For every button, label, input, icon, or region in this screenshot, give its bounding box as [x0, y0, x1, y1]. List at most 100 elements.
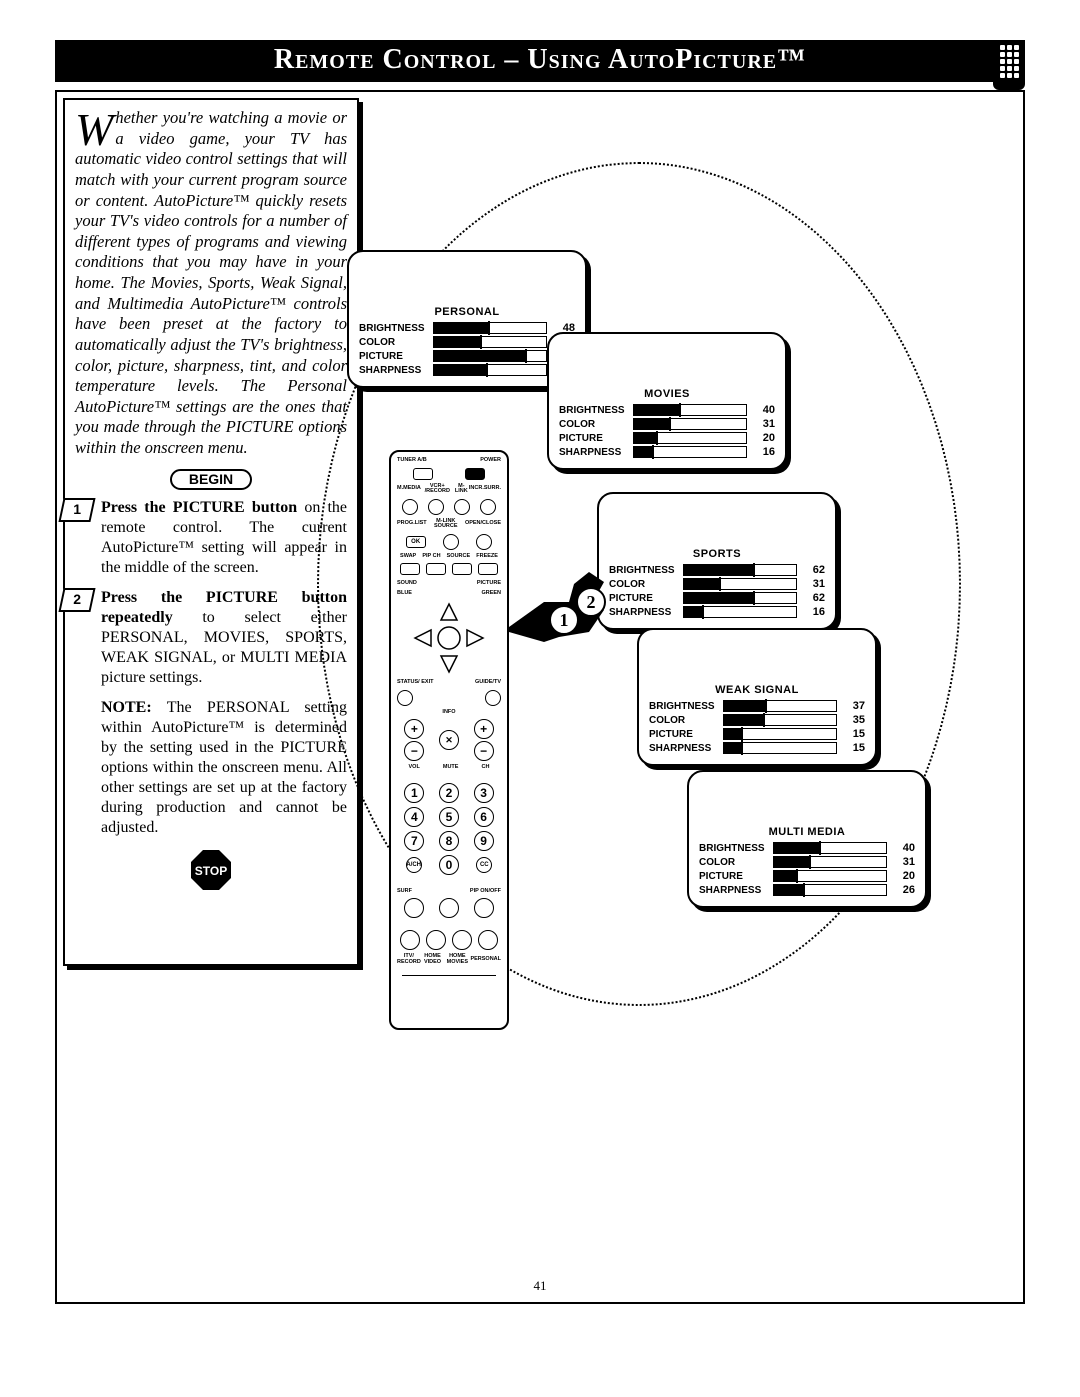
ch-down[interactable]: −: [474, 741, 494, 761]
setting-value: 37: [841, 700, 865, 712]
svg-text:2: 2: [587, 592, 596, 612]
setting-label: COLOR: [559, 419, 629, 430]
setting-value: 62: [801, 564, 825, 576]
setting-row: SHARPNESS46: [359, 364, 575, 376]
panel-multi-media: MULTI MEDIA BRIGHTNESS 40 COLOR31 PICTURE20 S…: [687, 770, 927, 908]
ch-up[interactable]: +: [474, 719, 494, 739]
setting-value: 15: [841, 728, 865, 740]
vol-down[interactable]: −: [404, 741, 424, 761]
setting-bar: [433, 322, 547, 334]
step-1: 1 Press the PICTURE button on the remote…: [75, 498, 347, 578]
stop-icon: STOP: [189, 848, 233, 892]
setting-bar: [683, 606, 797, 618]
setting-label: COLOR: [649, 715, 719, 726]
num-0[interactable]: 0: [439, 855, 459, 875]
setting-row: PICTURE62: [609, 592, 825, 604]
setting-row: COLOR31: [699, 856, 915, 868]
remote-icon: [993, 40, 1025, 90]
page-title: Remote Control – Using AutoPicture™: [55, 40, 1025, 82]
setting-value: 31: [801, 578, 825, 590]
setting-label: SHARPNESS: [359, 365, 429, 376]
num-1[interactable]: 1: [404, 783, 424, 803]
instruction-box: Whether you're watching a movie or a vid…: [63, 98, 359, 966]
note-text: The PERSONAL setting within AutoPicture™…: [101, 699, 347, 836]
setting-row: PICTURE 15: [649, 728, 865, 740]
num-2[interactable]: 2: [439, 783, 459, 803]
setting-label: SHARPNESS: [699, 885, 769, 896]
remote-control: TUNER A/BPOWER M.MEDIA VCR+ /RECORD M-LI…: [389, 450, 509, 1030]
svg-text:STOP: STOP: [195, 864, 227, 878]
num-5[interactable]: 5: [439, 807, 459, 827]
num-3[interactable]: 3: [474, 783, 494, 803]
setting-bar: [633, 446, 747, 458]
setting-bar: [633, 404, 747, 416]
setting-row: PICTURE20: [559, 432, 775, 444]
num-9[interactable]: 9: [474, 831, 494, 851]
setting-label: BRIGHTNESS: [699, 843, 769, 854]
setting-row: BRIGHTNESS48: [359, 322, 575, 334]
setting-value: 20: [751, 432, 775, 444]
step-2-num: 2: [58, 588, 95, 612]
setting-row: BRIGHTNESS37: [649, 700, 865, 712]
num-6[interactable]: 6: [474, 807, 494, 827]
page-number: 41: [57, 1278, 1023, 1294]
setting-value: 40: [891, 842, 915, 854]
ok-button[interactable]: OK: [406, 536, 426, 548]
panel-movies: MOVIESBRIGHTNESS40COLOR31PICTURE20SHARPN…: [547, 332, 787, 470]
setting-value: 16: [751, 446, 775, 458]
dpad[interactable]: [413, 602, 485, 674]
hand-icon: 1 2: [509, 572, 629, 652]
step-1-bold: Press the PICTURE button: [101, 499, 297, 516]
begin-label: BEGIN: [170, 469, 252, 491]
setting-bar: [723, 742, 837, 754]
setting-row: COLOR41: [359, 336, 575, 348]
setting-row: SHARPNESS 16: [559, 446, 775, 458]
dropcap: W: [75, 108, 115, 148]
panel-weak-signal: WEAK SIGNAL BRIGHTNESS37 COLOR35 PICTURE 15 S…: [637, 628, 877, 766]
setting-row: COLOR35: [649, 714, 865, 726]
setting-value: 31: [751, 418, 775, 430]
setting-label: PICTURE: [649, 729, 719, 740]
panel-title: MULTI MEDIA: [699, 826, 915, 838]
setting-row: BRIGHTNESS62: [609, 564, 825, 576]
setting-value: 31: [891, 856, 915, 868]
setting-value: 16: [801, 606, 825, 618]
setting-bar: [433, 336, 547, 348]
setting-row: SHARPNESS15: [649, 742, 865, 754]
setting-row: PICTURE20: [699, 870, 915, 882]
note-label: NOTE:: [101, 699, 152, 716]
setting-bar: [723, 728, 837, 740]
setting-bar: [723, 700, 837, 712]
ach-button[interactable]: A/CH: [406, 857, 422, 873]
cc-button[interactable]: CC: [476, 857, 492, 873]
setting-row: PICTURE81: [359, 350, 575, 362]
panel-title: WEAK SIGNAL: [649, 684, 865, 696]
num-4[interactable]: 4: [404, 807, 424, 827]
setting-row: SHARPNESS16: [609, 606, 825, 618]
setting-label: PICTURE: [359, 351, 429, 362]
setting-row: SHARPNESS26: [699, 884, 915, 896]
svg-text:1: 1: [560, 610, 569, 630]
setting-bar: [683, 564, 797, 576]
setting-value: 20: [891, 870, 915, 882]
panel-title: PERSONAL: [359, 306, 575, 318]
setting-bar: [633, 418, 747, 430]
setting-row: COLOR 31: [559, 418, 775, 430]
setting-bar: [723, 714, 837, 726]
num-7[interactable]: 7: [404, 831, 424, 851]
setting-row: COLOR31: [609, 578, 825, 590]
mute-button[interactable]: ✕: [439, 730, 459, 750]
setting-label: SHARPNESS: [649, 743, 719, 754]
intro-text: Whether you're watching a movie or a vid…: [75, 108, 347, 459]
vol-up[interactable]: +: [404, 719, 424, 739]
setting-row: BRIGHTNESS40: [559, 404, 775, 416]
setting-bar: [433, 350, 547, 362]
setting-bar: [433, 364, 547, 376]
setting-label: BRIGHTNESS: [559, 405, 629, 416]
panel-sports: SPORTSBRIGHTNESS62COLOR31PICTURE62SHARPN…: [597, 492, 837, 630]
setting-label: BRIGHTNESS: [359, 323, 429, 334]
setting-bar: [683, 592, 797, 604]
setting-label: SHARPNESS: [559, 447, 629, 458]
setting-bar: [773, 870, 887, 882]
num-8[interactable]: 8: [439, 831, 459, 851]
